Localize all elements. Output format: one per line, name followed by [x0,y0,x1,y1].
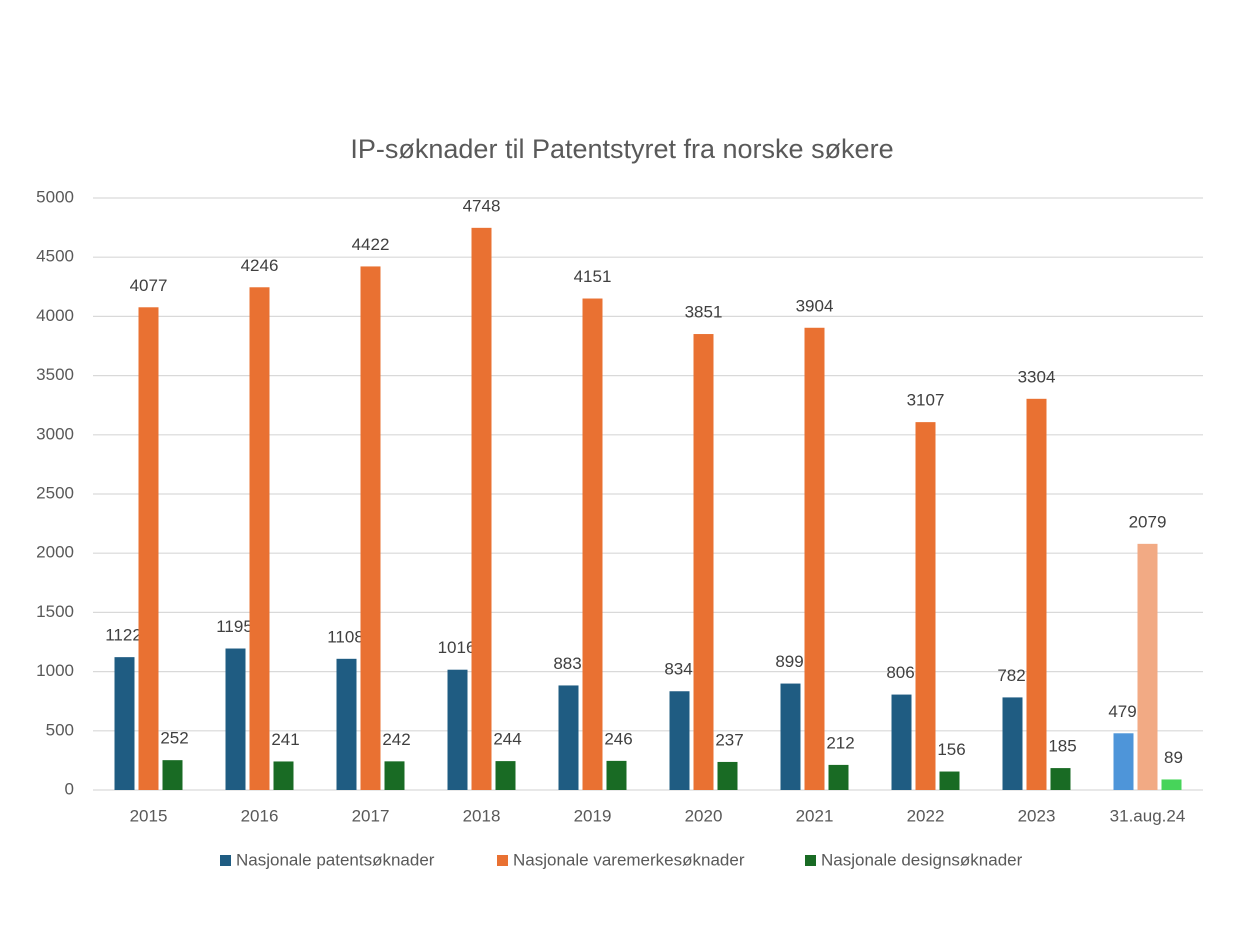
y-tick-label: 0 [65,779,74,798]
x-tick-label: 2021 [796,806,834,825]
x-tick-label: 2020 [685,806,723,825]
data-label: 185 [1048,737,1076,756]
data-label: 782 [997,666,1025,685]
bar [1027,399,1047,790]
bar [1114,733,1134,790]
data-label: 4151 [574,267,612,286]
data-label: 3904 [796,296,834,315]
bar [670,691,690,790]
legend-swatch [497,855,508,866]
data-label: 156 [937,740,965,759]
data-label: 3107 [907,391,945,410]
bar [226,649,246,790]
data-label: 237 [715,730,743,749]
y-tick-label: 4000 [36,306,74,325]
legend-label: Nasjonale patentsøknader [236,850,435,869]
bar [559,685,579,790]
bar [385,761,405,790]
data-label: 89 [1164,748,1183,767]
data-label: 4748 [463,196,501,215]
data-label: 1122 [105,626,142,645]
data-label: 806 [886,663,914,682]
x-tick-label: 31.aug.24 [1110,806,1186,825]
legend-label: Nasjonale varemerkesøknader [513,850,745,869]
data-label: 883 [553,654,581,673]
bar [250,287,270,790]
data-label: 4246 [241,256,279,275]
bar [1162,779,1182,790]
bar [1051,768,1071,790]
data-label: 242 [382,730,410,749]
bar [607,761,627,790]
bar [940,772,960,790]
bar [448,670,468,790]
bar [718,762,738,790]
x-tick-label: 2015 [130,806,168,825]
y-tick-label: 1500 [36,602,74,621]
y-tick-label: 3500 [36,365,74,384]
bar [805,328,825,790]
bar [472,228,492,790]
bar [163,760,183,790]
data-label: 899 [775,652,803,671]
bar [583,299,603,790]
data-label: 244 [493,730,521,749]
bar [892,695,912,790]
bar [139,307,159,790]
legend-label: Nasjonale designsøknader [821,850,1023,869]
data-label: 252 [160,729,188,748]
data-label: 1195 [216,617,253,636]
y-tick-label: 3000 [36,424,74,443]
x-tick-label: 2017 [352,806,390,825]
chart-title: IP-søknader til Patentstyret fra norske … [350,134,893,164]
y-tick-label: 500 [46,720,74,739]
data-label: 212 [826,733,854,752]
bar [1138,544,1158,790]
data-label: 4422 [352,235,390,254]
bar [781,684,801,790]
y-tick-label: 1000 [36,661,74,680]
legend-swatch [805,855,816,866]
x-tick-label: 2019 [574,806,612,825]
y-tick-label: 2000 [36,543,74,562]
legend-swatch [220,855,231,866]
bar [337,659,357,790]
data-label: 1016 [438,638,476,657]
bar [829,765,849,790]
data-label: 834 [664,660,692,679]
y-tick-label: 5000 [36,187,74,206]
x-tick-label: 2023 [1018,806,1056,825]
bar [361,266,381,790]
bar [115,657,135,790]
data-label: 479 [1108,702,1136,721]
data-label: 241 [271,730,299,749]
x-tick-label: 2018 [463,806,501,825]
data-label: 3304 [1018,367,1056,386]
bar [496,761,516,790]
data-label: 1108 [327,627,364,646]
bar [916,422,936,790]
x-tick-label: 2016 [241,806,279,825]
data-label: 4077 [130,276,168,295]
data-label: 2079 [1129,512,1167,531]
x-tick-label: 2022 [907,806,945,825]
y-tick-label: 4500 [36,247,74,266]
bar [274,761,294,790]
data-label: 246 [604,729,632,748]
data-label: 3851 [685,303,723,322]
bar [694,334,714,790]
bar [1003,697,1023,790]
y-tick-label: 2500 [36,483,74,502]
